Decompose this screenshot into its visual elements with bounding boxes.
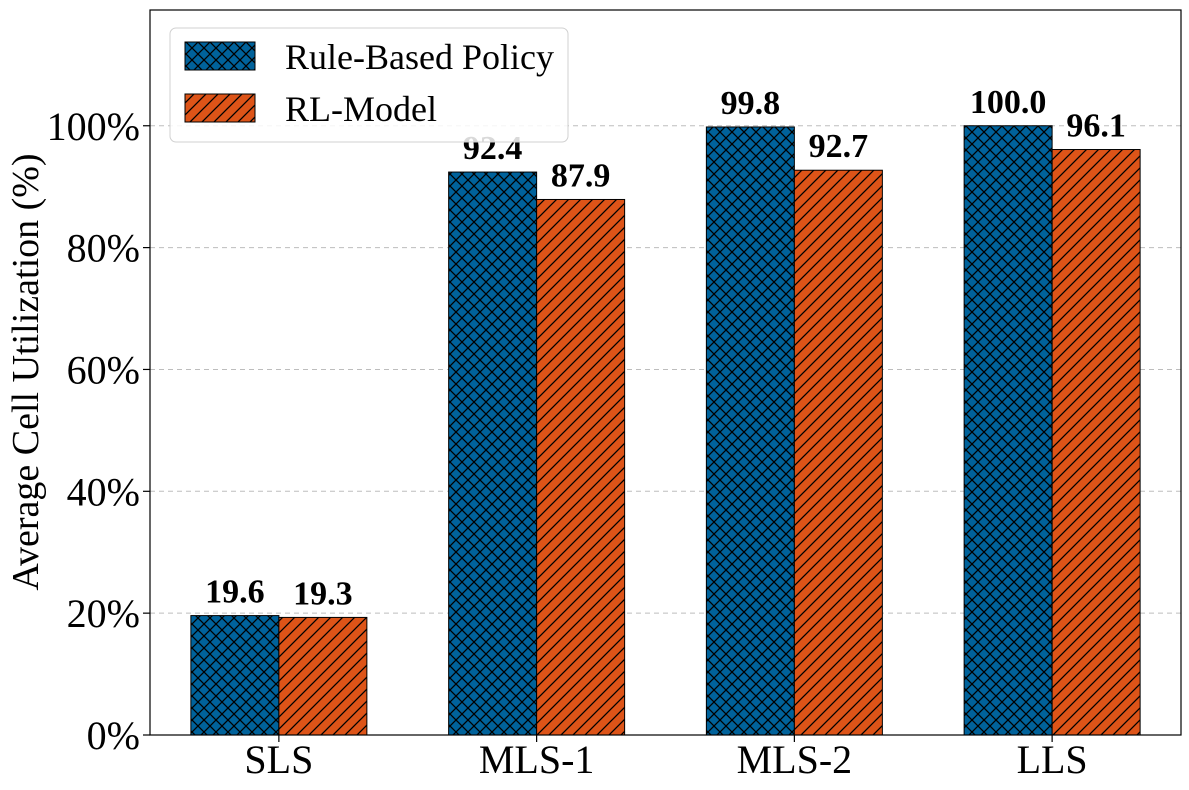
y-axis-title: Average Cell Utilization (%) [5, 153, 47, 590]
y-tick-label: 40% [67, 469, 140, 514]
bars-group [190, 125, 1141, 736]
x-tick-label-mls-1: MLS-1 [479, 737, 595, 782]
data-label-rl-model-sls: 19.3 [293, 575, 353, 612]
bar-rule-based-policy-mls-1 [448, 171, 538, 736]
y-tick-label: 60% [67, 347, 140, 392]
x-tick-label-sls: SLS [244, 737, 313, 782]
y-tick-label: 100% [47, 104, 140, 149]
y-tick-label: 80% [67, 226, 140, 271]
y-tick-label: 0% [87, 713, 140, 758]
legend-label-rule-based-policy: Rule-Based Policy [285, 37, 554, 77]
bar-rule-based-policy-lls [963, 125, 1053, 736]
x-tick-label-lls: LLS [1017, 737, 1088, 782]
y-axis-ticks: 0% 20% 40% 60% 80% 100% [47, 104, 150, 758]
data-label-rl-model-lls: 96.1 [1066, 108, 1126, 145]
data-label-rule-based-policy-sls: 19.6 [205, 574, 265, 611]
x-tick-label-mls-2: MLS-2 [737, 737, 853, 782]
data-label-rule-based-policy-lls: 100.0 [970, 84, 1047, 121]
legend-swatch-rl-model [184, 93, 256, 123]
legend-frame [169, 27, 569, 143]
legend-label-rl-model: RL-Model [285, 89, 437, 129]
bar-rl-model-lls [1051, 149, 1141, 736]
data-label-rule-based-policy-mls-2: 99.8 [721, 85, 781, 122]
bar-rl-model-mls-2 [793, 169, 883, 736]
legend-swatch-rule-based-policy [184, 41, 256, 71]
plot-frame [149, 9, 1182, 736]
y-tick-label: 20% [67, 591, 140, 636]
bar-rl-model-mls-1 [536, 198, 626, 736]
data-label-rl-model-mls-1: 87.9 [551, 157, 611, 194]
bar-rule-based-policy-sls [190, 615, 280, 736]
legend: Rule-Based Policy RL-Model [169, 27, 569, 143]
bar-rl-model-sls [278, 616, 368, 736]
x-axis-ticks: SLS MLS-1 MLS-2 LLS [244, 735, 1088, 782]
bar-rule-based-policy-mls-2 [705, 126, 795, 736]
data-label-rl-model-mls-2: 92.7 [809, 128, 869, 165]
